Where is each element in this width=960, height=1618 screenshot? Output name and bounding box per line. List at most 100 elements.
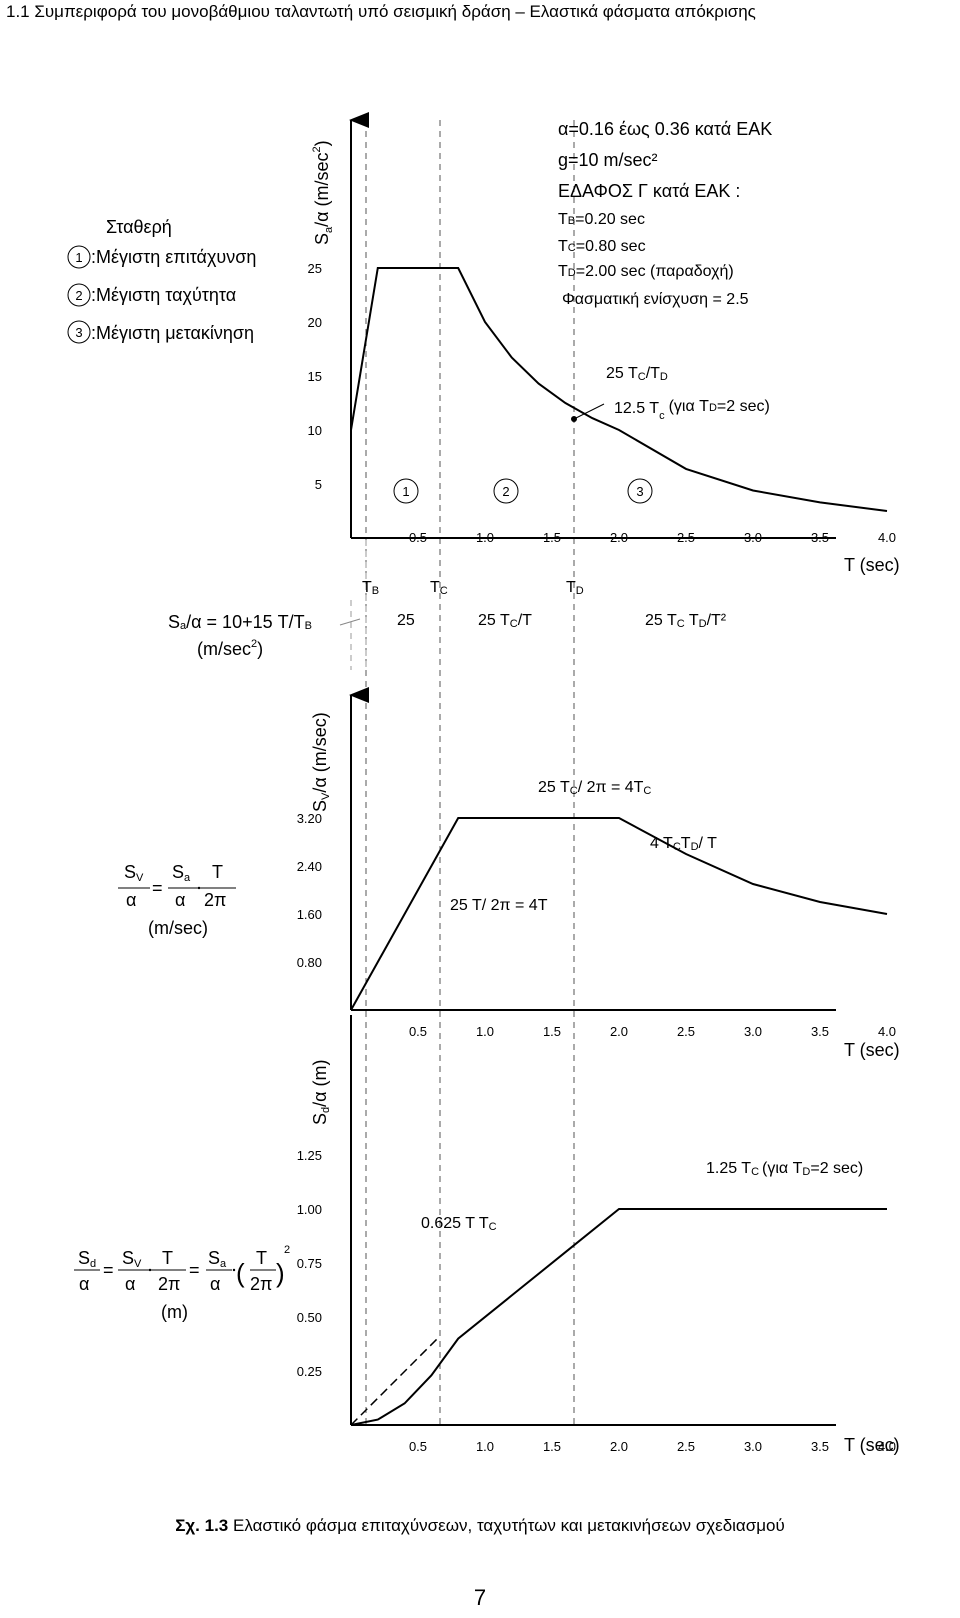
x-tick-label: 0.5 bbox=[409, 1439, 427, 1454]
acc-panel: 25 20 15 10 5 0.5 1.0 1.5 2.0 2.5 3.0 3.5 4.0 Sa/α … bbox=[308, 112, 900, 597]
y-tick-label: 1.25 bbox=[297, 1148, 322, 1163]
region-3-label: 3 bbox=[636, 484, 643, 499]
sd-dot2 bbox=[232, 1268, 236, 1272]
legend-2-num: 2 bbox=[75, 288, 82, 303]
sa-num: Sa bbox=[172, 862, 191, 884]
param-td: TD=2.00 sec (παραδοχή) bbox=[558, 263, 734, 280]
x-tick-label: 0.5 bbox=[409, 530, 427, 545]
y-tick-label: 5 bbox=[315, 477, 322, 492]
x-tick-label: 0.5 bbox=[409, 1024, 427, 1039]
legend-3-circle bbox=[67, 320, 91, 344]
acc-y-ticks: 25 20 15 10 5 bbox=[308, 261, 322, 492]
y-tick-label: 0.50 bbox=[297, 1310, 322, 1325]
sd-eq1: = bbox=[103, 1260, 114, 1280]
sd-square: 2 bbox=[284, 1244, 290, 1256]
disp-spectrum-curve bbox=[350, 1208, 887, 1426]
param-alpha: α=0.16 έως 0.36 κατά ΕΑΚ bbox=[558, 119, 772, 139]
vel-spectrum-curve bbox=[350, 817, 888, 1011]
disp-panel: 0.5 1.0 1.5 2.0 2.5 3.0 3.5 4.0 T (sec) 1.25 1.0… bbox=[74, 1009, 900, 1455]
sd-paren-right: ) bbox=[276, 1258, 285, 1288]
x-tick-label: 4.0 bbox=[878, 530, 896, 545]
disp-ann-rise: 0.625 T TC bbox=[421, 1215, 497, 1233]
y-tick-label: 3.20 bbox=[297, 811, 322, 826]
legend: Σταθερή 1 :Μέγιστη επιτάχυνση 2 :Μέγιστη… bbox=[67, 217, 256, 344]
y-tick-label: 10 bbox=[308, 423, 322, 438]
x-tick-label: 3.5 bbox=[811, 1024, 829, 1039]
sv-den: α bbox=[126, 890, 136, 910]
region-3-circle bbox=[627, 478, 653, 504]
page-number: 7 bbox=[473, 1585, 487, 1610]
region-2-label: 2 bbox=[502, 484, 509, 499]
y-tick-label: 1.00 bbox=[297, 1202, 322, 1217]
x-tick-label: 3.0 bbox=[744, 530, 762, 545]
sd-sv-den: α bbox=[125, 1274, 135, 1294]
figure-caption: Σχ. 1.3 Ελαστικό φάσμα επιταχύνσεων, ταχ… bbox=[0, 1516, 960, 1536]
dashed-guides bbox=[365, 120, 575, 1425]
y-tick-label: 1.60 bbox=[297, 907, 322, 922]
vel-panel: 3.20 2.40 1.60 0.80 SV/α (m/sec) 25 TC/ 2π … bbox=[118, 687, 888, 1011]
sd-sv-num: SV bbox=[122, 1248, 142, 1270]
formula-plateau: 25 bbox=[397, 612, 415, 629]
x-tick-label: 2.0 bbox=[610, 1024, 628, 1039]
acc-td-label: TD bbox=[566, 579, 584, 597]
x-tick-label: 3.5 bbox=[811, 530, 829, 545]
legend-3-num: 3 bbox=[75, 325, 82, 340]
param-g: g=10 m/sec² bbox=[558, 150, 658, 170]
acc-tb-label: TB bbox=[362, 579, 379, 597]
x-tick-label: 1.5 bbox=[543, 530, 561, 545]
sv-eq: = bbox=[152, 878, 163, 898]
disp-y-label: Sd/α (m) bbox=[310, 1059, 332, 1125]
sv-unit: (m/sec) bbox=[148, 918, 208, 938]
section-heading: 1.1 Συμπεριφορά του μονοβάθμιου ταλαντωτ… bbox=[6, 2, 756, 21]
x-tick-label: 3.5 bbox=[811, 1439, 829, 1454]
dashed-extra bbox=[350, 540, 367, 670]
x-tick-label: 3.0 bbox=[744, 1439, 762, 1454]
acc-ann-leader bbox=[573, 403, 605, 420]
disp-ann-plateau: 1.25 TC (για TD=2 sec) bbox=[706, 1160, 863, 1178]
legend-2-label: :Μέγιστη ταχύτητα bbox=[91, 285, 236, 305]
sd-t2-den: 2π bbox=[250, 1274, 272, 1294]
region-1-label: 1 bbox=[402, 484, 409, 499]
acc-x-label: T (sec) bbox=[844, 555, 900, 575]
sd-unit: (m) bbox=[161, 1302, 188, 1322]
sv-formula: SV α = Sa α T 2π (m/sec) bbox=[118, 862, 236, 938]
disp-y-ticks: 1.25 1.00 0.75 0.50 0.25 bbox=[297, 1148, 322, 1379]
acc-tc-label: TC bbox=[430, 579, 448, 597]
sd-den: α bbox=[79, 1274, 89, 1294]
x-tick-label: 1.0 bbox=[476, 530, 494, 545]
sd-dot1 bbox=[148, 1268, 152, 1272]
acc-ann-12-5: 12.5 Tc(για TD=2 sec) bbox=[614, 398, 770, 422]
sa-den: α bbox=[175, 890, 185, 910]
caption-number: Σχ. 1.3 bbox=[175, 1516, 229, 1535]
sd-eq2: = bbox=[189, 1260, 200, 1280]
x-tick-label: 2.5 bbox=[677, 1024, 695, 1039]
region-2-circle bbox=[493, 478, 519, 504]
disp-dashed-line bbox=[350, 1335, 441, 1426]
x-tick-label: 4.0 bbox=[878, 1439, 896, 1454]
x-tick-label: 1.0 bbox=[476, 1024, 494, 1039]
legend-title: Σταθερή bbox=[106, 217, 172, 237]
x-tick-label: 1.5 bbox=[543, 1439, 561, 1454]
sd-formula: Sd α = SV α T 2π = Sa α ( T 2π ) 2 (m) bbox=[74, 1244, 290, 1322]
vel-ann-decay: 4 TCTD/ T bbox=[650, 835, 717, 853]
x-tick-label: 1.5 bbox=[543, 1024, 561, 1039]
y-tick-label: 0.80 bbox=[297, 955, 322, 970]
formula-connector bbox=[339, 618, 361, 626]
x-tick-label: 1.0 bbox=[476, 1439, 494, 1454]
y-tick-label: 2.40 bbox=[297, 859, 322, 874]
acc-ann-tc-td: 25 TC/TD bbox=[606, 365, 668, 383]
y-tick-label: 0.75 bbox=[297, 1256, 322, 1271]
legend-2-circle bbox=[67, 283, 91, 307]
caption-text: Ελαστικό φάσμα επιταχύνσεων, ταχυτήτων κ… bbox=[228, 1516, 785, 1535]
sd-t2-num: T bbox=[256, 1248, 267, 1268]
sd-t-num: T bbox=[162, 1248, 173, 1268]
param-amp: Φασματική ενίσχυση = 2.5 bbox=[562, 291, 749, 308]
legend-1-num: 1 bbox=[75, 250, 82, 265]
x-tick-label: 3.0 bbox=[744, 1024, 762, 1039]
param-tc: TC=0.80 sec bbox=[558, 238, 646, 255]
sd-t-den: 2π bbox=[158, 1274, 180, 1294]
legend-1-circle bbox=[67, 245, 91, 269]
param-soil: ΕΔΑΦΟΣ Γ κατά ΕΑΚ : bbox=[558, 181, 740, 201]
x-tick-label: 2.0 bbox=[610, 530, 628, 545]
